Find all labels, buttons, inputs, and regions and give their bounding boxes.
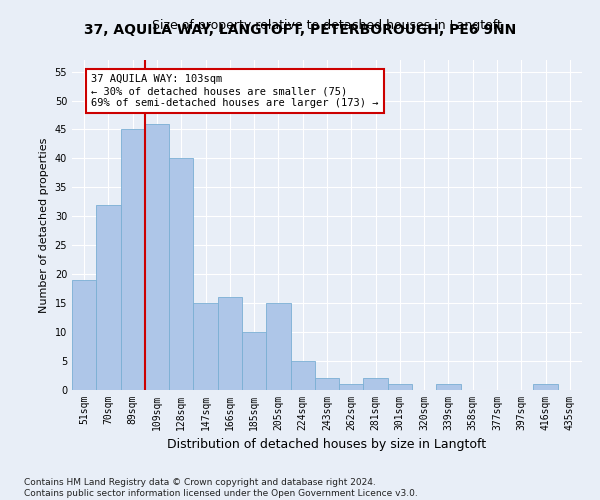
Bar bbox=[242, 332, 266, 390]
Bar bbox=[533, 384, 558, 390]
Bar bbox=[290, 361, 315, 390]
Bar bbox=[388, 384, 412, 390]
Bar bbox=[315, 378, 339, 390]
Bar bbox=[72, 280, 96, 390]
Bar bbox=[169, 158, 193, 390]
Text: 37, AQUILA WAY, LANGTOFT, PETERBOROUGH, PE6 9NN: 37, AQUILA WAY, LANGTOFT, PETERBOROUGH, … bbox=[84, 22, 516, 36]
Bar bbox=[193, 303, 218, 390]
Bar bbox=[436, 384, 461, 390]
Bar bbox=[339, 384, 364, 390]
Text: 37 AQUILA WAY: 103sqm
← 30% of detached houses are smaller (75)
69% of semi-deta: 37 AQUILA WAY: 103sqm ← 30% of detached … bbox=[91, 74, 379, 108]
Text: Contains HM Land Registry data © Crown copyright and database right 2024.
Contai: Contains HM Land Registry data © Crown c… bbox=[24, 478, 418, 498]
Bar bbox=[364, 378, 388, 390]
Bar bbox=[96, 204, 121, 390]
Bar bbox=[266, 303, 290, 390]
Bar bbox=[218, 298, 242, 390]
Y-axis label: Number of detached properties: Number of detached properties bbox=[39, 138, 49, 312]
X-axis label: Distribution of detached houses by size in Langtoft: Distribution of detached houses by size … bbox=[167, 438, 487, 452]
Bar bbox=[145, 124, 169, 390]
Title: Size of property relative to detached houses in Langtoft: Size of property relative to detached ho… bbox=[152, 20, 502, 32]
Bar bbox=[121, 130, 145, 390]
